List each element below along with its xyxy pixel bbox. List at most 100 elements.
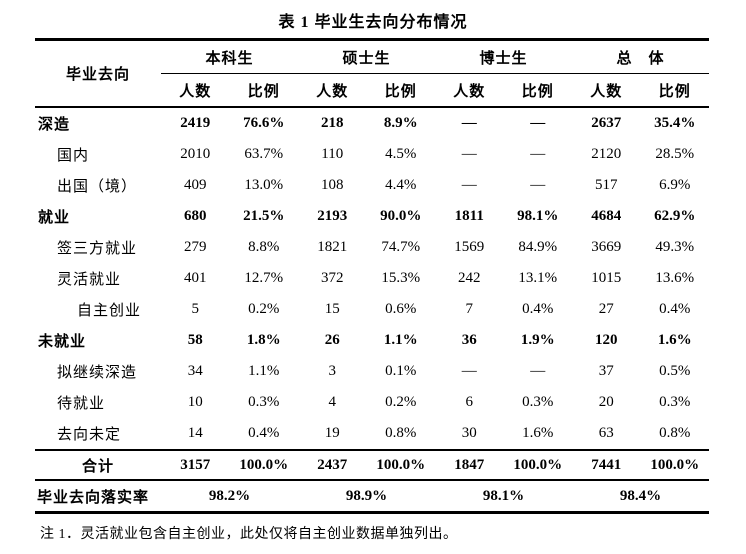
sub-header-ratio: 比例 bbox=[247, 83, 280, 100]
sub-header-row: 人数 比例 人数 比例 人数 比例 人数 比例 bbox=[161, 74, 709, 106]
table-cell: 36 bbox=[461, 332, 477, 348]
table-cell: 2637 bbox=[591, 115, 622, 131]
sub-header-count: 人数 bbox=[453, 83, 486, 100]
group-header-undergraduate: 本科生 bbox=[205, 50, 254, 67]
table-cell: 680 bbox=[184, 208, 207, 224]
total-cell: 1847 bbox=[454, 456, 485, 473]
table-cell: 30 bbox=[461, 425, 477, 441]
row-label: 签三方就业 bbox=[57, 241, 138, 257]
table-cell: 0.2% bbox=[385, 394, 417, 410]
table-cell: 3 bbox=[328, 363, 337, 379]
table-cell: 90.0% bbox=[380, 208, 422, 224]
table-row: 未就业 58 1.8% 26 1.1% 36 1.9% 120 1.6% bbox=[35, 325, 709, 356]
table-cell: 4.4% bbox=[385, 177, 417, 193]
table-cell: 1569 bbox=[454, 239, 485, 255]
total-cell: 2437 bbox=[317, 456, 348, 473]
table-cell: 37 bbox=[598, 363, 614, 379]
table-cell: 13.1% bbox=[518, 270, 558, 286]
table-cell: 1.1% bbox=[248, 363, 280, 379]
total-cell: 3157 bbox=[180, 456, 211, 473]
table-cell: 110 bbox=[321, 146, 344, 162]
rate-row: 毕业去向落实率 98.2% 98.9% 98.1% 98.4% bbox=[35, 481, 709, 511]
table-cell: 2120 bbox=[591, 146, 622, 162]
table-cell: 74.7% bbox=[381, 239, 421, 255]
table-header: 毕业去向 本科生 硕士生 博士生 总 体 人数 比例 人数 比例 人数 比例 人… bbox=[35, 41, 709, 108]
rate-cell: 98.9% bbox=[345, 487, 388, 504]
sub-header-ratio: 比例 bbox=[658, 83, 691, 100]
table-cell: 6.9% bbox=[659, 177, 691, 193]
table-note: 注 1．灵活就业包含自主创业，此处仅将自主创业数据单独列出。 bbox=[40, 527, 458, 542]
table-cell: — bbox=[461, 363, 477, 379]
table-cell: 8.8% bbox=[248, 239, 280, 255]
table-cell: 12.7% bbox=[244, 270, 284, 286]
table-cell: 401 bbox=[184, 270, 207, 286]
table-cell: 7 bbox=[465, 301, 474, 317]
table-cell: 242 bbox=[458, 270, 481, 286]
sub-header-count: 人数 bbox=[179, 83, 212, 100]
table-cell: — bbox=[461, 115, 477, 131]
group-header-master: 硕士生 bbox=[342, 50, 391, 67]
table-cell: 63 bbox=[598, 425, 614, 441]
table-cell: 1015 bbox=[591, 270, 622, 286]
table-cell: 0.8% bbox=[659, 425, 691, 441]
table-cell: 62.9% bbox=[654, 208, 696, 224]
row-label: 去向未定 bbox=[57, 427, 122, 443]
table-cell: 2010 bbox=[180, 146, 211, 162]
table-cell: 58 bbox=[187, 332, 203, 348]
table-cell: 0.6% bbox=[385, 301, 417, 317]
group-header-row: 本科生 硕士生 博士生 总 体 bbox=[161, 41, 709, 74]
table-cell: 84.9% bbox=[518, 239, 558, 255]
table-row: 自主创业 5 0.2% 15 0.6% 7 0.4% 27 0.4% bbox=[35, 294, 709, 325]
table-row: 待就业 10 0.3% 4 0.2% 6 0.3% 20 0.3% bbox=[35, 387, 709, 418]
table-cell: 35.4% bbox=[654, 115, 696, 131]
table-cell: 19 bbox=[324, 425, 340, 441]
table-cell: — bbox=[530, 115, 546, 131]
table-cell: 409 bbox=[184, 177, 207, 193]
table-row: 就业 680 21.5% 2193 90.0% 1811 98.1% 4684 62.9% bbox=[35, 201, 709, 232]
table-cell: 34 bbox=[187, 363, 203, 379]
table-cell: 279 bbox=[184, 239, 207, 255]
total-cell: 100.0% bbox=[239, 456, 289, 473]
row-label: 拟继续深造 bbox=[57, 365, 138, 381]
sub-header-count: 人数 bbox=[316, 83, 349, 100]
column-header-destination: 毕业去向 bbox=[65, 67, 130, 83]
table-row: 拟继续深造 34 1.1% 3 0.1% — — 37 0.5% bbox=[35, 356, 709, 387]
sub-header-count: 人数 bbox=[590, 83, 623, 100]
table-cell: 13.0% bbox=[244, 177, 284, 193]
table-cell: 4 bbox=[328, 394, 337, 410]
total-cell: 100.0% bbox=[650, 456, 700, 473]
table-row: 签三方就业 279 8.8% 1821 74.7% 1569 84.9% 3669 49.3% bbox=[35, 232, 709, 263]
row-label: 国内 bbox=[57, 148, 90, 164]
table-cell: 0.8% bbox=[385, 425, 417, 441]
table-cell: 372 bbox=[321, 270, 344, 286]
table-cell: 76.6% bbox=[243, 115, 285, 131]
table-cell: 26 bbox=[324, 332, 340, 348]
table-cell: 0.3% bbox=[522, 394, 554, 410]
row-label: 待就业 bbox=[57, 396, 106, 412]
table-cell: 6 bbox=[465, 394, 474, 410]
table-cell: 13.6% bbox=[655, 270, 695, 286]
table-cell: 14 bbox=[187, 425, 203, 441]
total-cell: 100.0% bbox=[513, 456, 563, 473]
table-cell: 1811 bbox=[454, 208, 484, 224]
total-cell: 7441 bbox=[591, 456, 622, 473]
table-cell: 1.1% bbox=[383, 332, 418, 348]
table-cell: 1.9% bbox=[520, 332, 555, 348]
graduate-destination-table: 毕业去向 本科生 硕士生 博士生 总 体 人数 比例 人数 比例 人数 比例 人… bbox=[35, 38, 709, 514]
row-label: 深造 bbox=[38, 117, 71, 133]
table-cell: 21.5% bbox=[243, 208, 285, 224]
table-cell: 28.5% bbox=[655, 146, 695, 162]
table-cell: 1.6% bbox=[657, 332, 692, 348]
table-cell: 218 bbox=[321, 115, 344, 131]
table-cell: 1821 bbox=[317, 239, 348, 255]
table-cell: 0.1% bbox=[385, 363, 417, 379]
table-cell: 8.9% bbox=[383, 115, 418, 131]
table-cell: 20 bbox=[598, 394, 614, 410]
rate-cell: 98.2% bbox=[208, 487, 251, 504]
table-cell: 2193 bbox=[317, 208, 348, 224]
table-row: 灵活就业 401 12.7% 372 15.3% 242 13.1% 1015 13.6% bbox=[35, 263, 709, 294]
table-row: 国内 2010 63.7% 110 4.5% — — 2120 28.5% bbox=[35, 139, 709, 170]
row-label: 毕业去向落实率 bbox=[37, 489, 150, 506]
table-cell: — bbox=[530, 177, 546, 193]
